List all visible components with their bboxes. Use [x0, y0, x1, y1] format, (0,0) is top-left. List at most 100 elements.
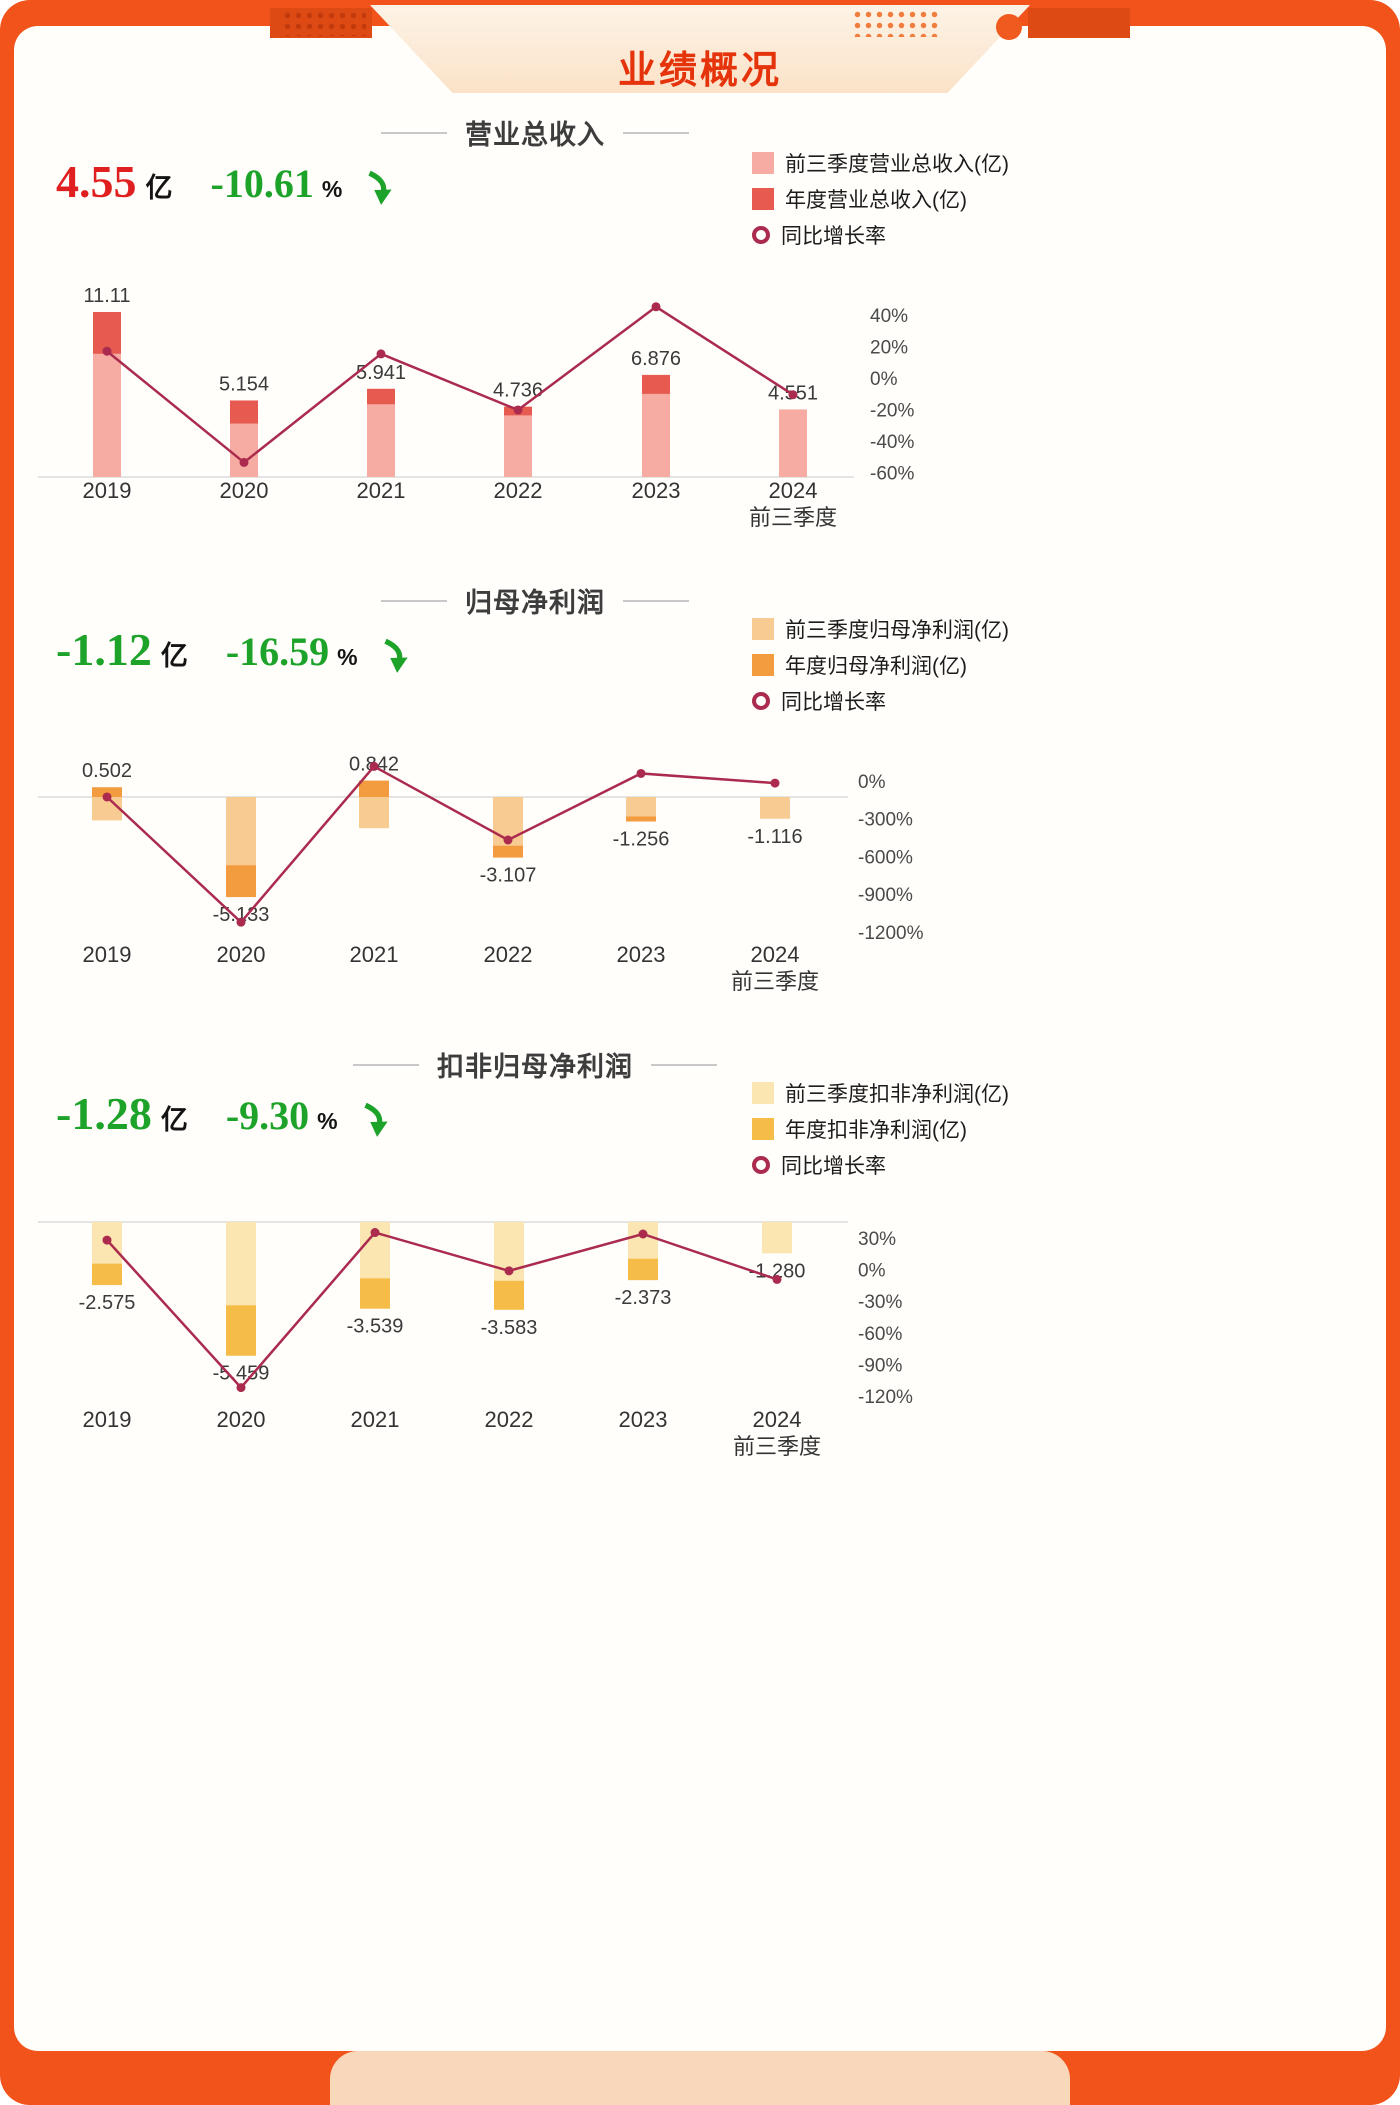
- bar-value-label: -3.583: [481, 1317, 538, 1339]
- category-label: 2024: [751, 942, 800, 967]
- stat-unit-2: 亿: [160, 1105, 188, 1135]
- growth-point: [636, 768, 646, 778]
- legend-swatch-1-2: [752, 692, 770, 710]
- axis-tick-label: -120%: [858, 1387, 913, 1408]
- axis-tick-label: 20%: [870, 338, 908, 359]
- axis-tick-label: -1200%: [858, 923, 924, 944]
- category-label: 2021: [351, 1407, 400, 1432]
- legend-swatch-2-0: [752, 1082, 774, 1104]
- legend-item: 前三季度营业总收入(亿): [752, 150, 1009, 176]
- bar-value-label: 0.502: [82, 760, 132, 782]
- category-label: 2022: [485, 1407, 534, 1432]
- stat-pct-1: -16.59: [225, 629, 330, 674]
- bar-ytd: [628, 1222, 658, 1259]
- axis-tick-label: 0%: [870, 369, 898, 390]
- title-line-left: [381, 599, 447, 602]
- legend-net-profit: 前三季度归母净利润(亿) 年度归母净利润(亿) 同比增长率: [752, 616, 1009, 714]
- axis-tick-label: -90%: [858, 1355, 902, 1376]
- revenue-chart: 11.11 2019 5.154 2020 5.941 2021 4.736 2022 6.87…: [38, 285, 914, 530]
- title-line-left: [381, 131, 447, 134]
- bar-ytd: [359, 797, 389, 829]
- growth-line: [106, 764, 776, 924]
- axis-tick-label: -600%: [858, 847, 913, 868]
- legend-item: 同比增长率: [752, 222, 1009, 248]
- bar-ytd: [762, 1222, 792, 1254]
- growth-line: [106, 305, 794, 465]
- legend-swatch-0-0: [752, 152, 774, 174]
- stat-revenue: 4.55 亿 -10.61 %: [56, 155, 396, 208]
- legend-swatch-0-2: [752, 226, 770, 244]
- bar-ytd: [230, 423, 258, 477]
- growth-point: [376, 349, 386, 359]
- legend-swatch-2-1: [752, 1118, 774, 1140]
- growth-point: [236, 1383, 246, 1393]
- legend-deducted-profit: 前三季度扣非净利润(亿) 年度扣非净利润(亿) 同比增长率: [752, 1080, 1009, 1178]
- bar-value-label: -1.256: [613, 828, 670, 850]
- growth-point: [239, 457, 249, 467]
- legend-item: 年度营业总收入(亿): [752, 186, 1009, 212]
- growth-point: [370, 1228, 380, 1238]
- category-label: 前三季度: [749, 505, 837, 530]
- category-label: 2023: [619, 1407, 668, 1432]
- category-label: 2021: [350, 942, 399, 967]
- growth-point: [102, 792, 112, 802]
- category-label: 2019: [83, 942, 132, 967]
- axis-tick-label: -900%: [858, 885, 913, 906]
- section-title-revenue: 营业总收入: [0, 113, 1070, 152]
- legend-item: 前三季度归母净利润(亿): [752, 616, 1009, 642]
- growth-point: [788, 390, 798, 400]
- growth-point: [651, 302, 661, 312]
- net-profit-chart: 0.5022019-5.13320200.8422021-3.1072022-1…: [38, 754, 924, 994]
- growth-point: [102, 346, 112, 356]
- legend-swatch-0-1: [752, 188, 774, 210]
- bar-ytd: [367, 404, 395, 477]
- section-title-text: 扣非归母净利润: [437, 1052, 633, 1082]
- section-title-text: 营业总收入: [465, 120, 605, 150]
- legend-swatch-1-1: [752, 654, 774, 676]
- page-title: 业绩概况: [617, 50, 782, 92]
- category-label: 2020: [220, 478, 269, 503]
- axis-tick-label: -30%: [858, 1292, 902, 1313]
- dot-grid-decoration-left: [282, 10, 366, 36]
- content-panel: [14, 26, 1386, 2051]
- category-label: 2020: [217, 1407, 266, 1432]
- category-label: 2024: [753, 1407, 802, 1432]
- legend-label: 年度扣非净利润(亿): [785, 1119, 967, 1142]
- axis-tick-label: 0%: [858, 1261, 886, 1282]
- legend-item: 年度归母净利润(亿): [752, 652, 1009, 678]
- category-label: 2020: [217, 942, 266, 967]
- down-arrow-icon: [362, 170, 396, 213]
- legend-label: 前三季度归母净利润(亿): [785, 619, 1009, 642]
- title-line-left: [353, 1063, 419, 1066]
- category-label: 2024: [769, 478, 818, 503]
- bar-ytd: [626, 797, 656, 817]
- category-label: 2021: [357, 478, 406, 503]
- section-title-text: 归母净利润: [465, 588, 605, 618]
- title-line-right: [651, 1063, 717, 1066]
- bar-value-label: -5.459: [213, 1363, 270, 1385]
- stat-value-1: -1.12: [56, 624, 152, 675]
- category-label: 2019: [83, 478, 132, 503]
- axis-tick-label: -60%: [870, 464, 914, 485]
- stat-unit-0: 亿: [145, 173, 173, 203]
- bar-ytd: [226, 797, 256, 866]
- stat-pct-unit-0: %: [321, 176, 343, 202]
- axis-tick-label: 0%: [858, 772, 886, 793]
- category-label: 2022: [494, 478, 543, 503]
- stat-pct-0: -10.61: [210, 161, 314, 206]
- footer-tab-decoration: [330, 2051, 1070, 2105]
- bar-ytd: [642, 393, 670, 477]
- bar-ytd: [760, 797, 790, 819]
- dot-grid-decoration-right: [852, 9, 938, 37]
- stat-pct-2: -9.30: [225, 1093, 310, 1138]
- bar-value-label: 5.941: [356, 362, 406, 384]
- bar-value-label: -1.280: [749, 1260, 806, 1282]
- bar-value-label: 6.876: [631, 348, 681, 370]
- bar-ytd: [504, 415, 532, 477]
- growth-point: [513, 405, 523, 415]
- category-label: 2019: [83, 1407, 132, 1432]
- stat-value-0: 4.55: [56, 156, 137, 207]
- legend-label: 同比增长率: [781, 1155, 886, 1178]
- circle-decoration: [996, 14, 1022, 40]
- bar-value-label: -3.539: [347, 1316, 404, 1338]
